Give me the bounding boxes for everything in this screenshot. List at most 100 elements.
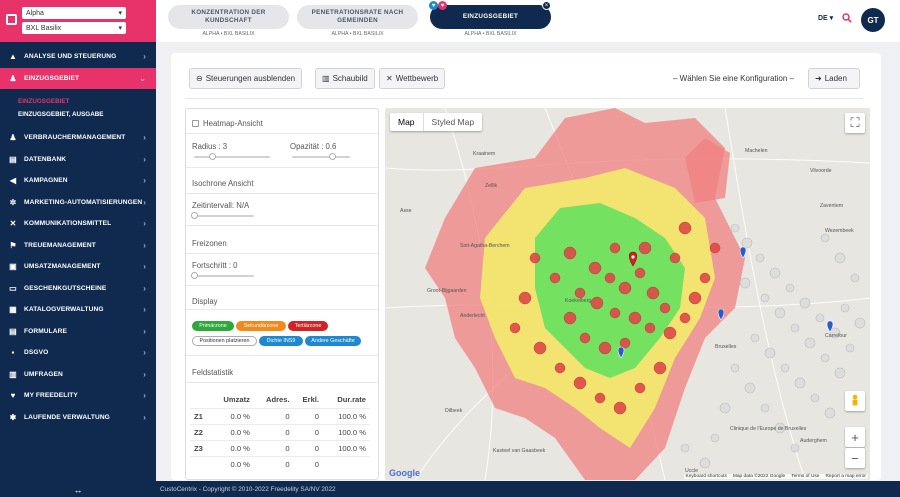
sidebar-item-kommunikation[interactable]: ✕ KOMMUNIKATIONSMITTEL › <box>0 213 156 235</box>
avatar[interactable]: GT <box>861 8 885 32</box>
opacity-slider-knob[interactable] <box>328 153 336 160</box>
table-cell: Z2 <box>190 423 210 440</box>
step-subtitle: ALPHA • BXL BASILIX <box>464 31 517 37</box>
stats-table: Umzatz Adres. Erkl. Dur.rate Z1 0.0 % 0 0 100.0… <box>190 392 370 472</box>
org-select[interactable]: Alpha ▾ <box>22 7 126 19</box>
place-positions-toggle[interactable]: Positionen platzieren <box>192 336 257 346</box>
language-select[interactable]: DE ▾ <box>818 15 834 22</box>
sidebar-subitem[interactable]: EINZUGSGEBIET, AUSGABE <box>18 111 104 118</box>
divider <box>186 382 378 383</box>
sidebar-item-umfragen[interactable]: ▥ UMFRAGEN › <box>0 364 156 386</box>
table-cell: 0 <box>253 455 294 472</box>
chevron-right-icon: › <box>143 326 146 336</box>
map-place-label: Zellik <box>485 183 498 189</box>
map-place-label: Auderghem <box>800 438 827 444</box>
sidebar-item-marketing[interactable]: ✲ MARKETING-AUTOMATISIERUNGEN › <box>0 192 156 214</box>
time-interval-slider[interactable] <box>191 212 254 219</box>
table-header-cell: Adres. <box>265 395 290 405</box>
org-select-value: Alpha <box>26 9 44 17</box>
freizonen-title: Freizonen <box>192 239 227 248</box>
minus-circle-icon: ⊖ <box>196 74 203 83</box>
primary-zone-toggle[interactable]: Primärzone <box>192 321 234 331</box>
step-penetration[interactable]: PENETRATIONSRATE NACH GEMEINDEN <box>297 5 418 29</box>
step-einzugsgebiet[interactable]: EINZUGSGEBIET <box>430 5 551 29</box>
sidebar-header: Alpha ▾ BXL Basilix ▾ <box>0 0 156 42</box>
opacity-slider[interactable] <box>292 153 350 160</box>
hide-controls-button[interactable]: ⊖ Steuerungen ausblenden <box>189 68 303 89</box>
load-button[interactable]: ➜ Laden <box>808 68 860 89</box>
table-cell: Z1 <box>190 407 210 424</box>
select-arrow-icon: ▾ <box>118 10 122 17</box>
map[interactable]: Vilvoorde Kraainem Anderlecht Uccle Bruxelle… <box>385 108 870 480</box>
chevron-right-icon: › <box>143 305 146 315</box>
radius-slider-knob[interactable] <box>209 153 217 160</box>
collapse-sidebar-icon[interactable]: ↔ <box>73 485 83 495</box>
sidebar-item-label: TREUEMANAGEMENT <box>24 241 96 249</box>
sidebar-item-formulare[interactable]: ▤ FORMULARE › <box>0 321 156 343</box>
zoom-in-button[interactable]: + <box>845 427 865 447</box>
sidebar-item-kampagnen[interactable]: ◀ KAMPAGNEN › <box>0 170 156 192</box>
heatmap-checkbox[interactable] <box>192 120 199 127</box>
chart-icon: ▥ <box>322 74 330 83</box>
button-label: Steuerungen ausblenden <box>205 74 296 83</box>
sidebar-item-katalog[interactable]: ▦ KATALOGVERWALTUNG › <box>0 299 156 321</box>
table-cell: 100.0 % <box>323 407 370 424</box>
map-data-credit: Map data ©2022 Google <box>732 474 786 479</box>
step-konzentration[interactable]: KONZENTRATION DER KUNDSCHAFT <box>168 5 289 29</box>
customer-dots-red <box>509 221 721 415</box>
close-step-icon[interactable]: × <box>542 1 551 10</box>
map-tab-styled[interactable]: Styled Map <box>422 113 483 131</box>
sidebar-item-laufende[interactable]: ✱ LAUFENDE VERWALTUNG › <box>0 407 156 429</box>
sidebar-item-umsatz[interactable]: ▣ UMSATZMANAGEMENT › <box>0 256 156 278</box>
chevron-right-icon: › <box>143 219 146 229</box>
report-error-link[interactable]: Report a map error <box>825 474 866 479</box>
chevron-right-icon: › <box>143 283 146 293</box>
config-select[interactable]: – Wählen Sie eine Konfiguration –⬍ <box>673 71 821 85</box>
competition-button[interactable]: ✕ Wettbewerb <box>379 68 446 89</box>
sidebar-item-einzugsgebiet[interactable]: ♟ EINZUGSGEBIET ⌄ <box>0 67 156 89</box>
store-select[interactable]: BXL Basilix ▾ <box>22 22 126 34</box>
time-interval-knob[interactable] <box>191 212 198 219</box>
sidebar-item-datenbank[interactable]: ▤ DATENBANK › <box>0 149 156 171</box>
sidebar-item-myfreedelity[interactable]: ♥ MY FREEDELITY › <box>0 385 156 407</box>
keyboard-shortcuts-link[interactable]: Keyboard shortcuts <box>685 474 727 479</box>
sidebar-item-label: GESCHENKGUTSCHEINE <box>24 284 107 292</box>
table-row: Z1 0.0 % 0 0 100.0 % <box>190 407 370 424</box>
chevron-right-icon: › <box>143 176 146 186</box>
secondary-zone-toggle[interactable]: Sekundärzone <box>236 321 286 331</box>
terms-link[interactable]: Terms of Use <box>791 474 820 479</box>
progress-slider[interactable] <box>191 272 254 279</box>
catchment-map-canvas[interactable] <box>385 108 870 480</box>
tertiary-zone-toggle[interactable]: Tertiärzone <box>288 321 328 331</box>
sidebar-item-label: KAMPAGNEN <box>24 177 68 185</box>
sidebar-item-treue[interactable]: ⚑ TREUEMANAGEMENT › <box>0 235 156 257</box>
sidebar-subitem[interactable]: EINZUGSGEBIET <box>18 98 70 105</box>
sidebar-item-label: MARKETING-AUTOMATISIERUNGEN <box>24 198 143 206</box>
time-interval-label: Zeitintervall: N/A <box>192 201 250 210</box>
table-row: Z2 0.0 % 0 0 100.0 % <box>190 423 370 440</box>
sidebar-item-dsgvo[interactable]: ▪ DSGVO › <box>0 342 156 364</box>
heart-badge-icon[interactable]: ♥ <box>438 1 447 10</box>
divider <box>186 133 378 134</box>
form-icon: ▤ <box>9 326 17 336</box>
progress-knob[interactable] <box>191 272 198 279</box>
info-badge-icon[interactable]: ♥ <box>429 1 438 10</box>
chart-button[interactable]: ▥ Schaubild <box>315 68 375 89</box>
sidebar-item-analyse[interactable]: ▲ ANALYSE UND STEUERUNG › <box>0 46 156 68</box>
sidebar-item-geschenk[interactable]: ▭ GESCHENKGUTSCHEINE › <box>0 278 156 300</box>
table-cell: 0 <box>293 423 324 440</box>
tertiary-zone-area-east <box>685 138 730 203</box>
sidebar-item-label: MY FREEDELITY <box>24 392 78 400</box>
fullscreen-icon[interactable]: ⛶ <box>845 113 865 133</box>
density-toggle[interactable]: Dichte INS9 <box>259 336 303 346</box>
radius-slider[interactable] <box>194 153 270 160</box>
search-icon[interactable] <box>842 13 852 26</box>
other-stores-toggle[interactable]: Andere Geschäfte <box>305 336 361 346</box>
map-tab-map[interactable]: Map <box>398 117 415 127</box>
store-select-value: BXL Basilix <box>26 24 62 32</box>
sidebar-item-verbraucher[interactable]: ♟ VERBRAUCHERMANAGEMENT › <box>0 127 156 149</box>
radius-label: Radius : 3 <box>192 142 228 151</box>
table-cell: 0.0 % <box>210 423 254 440</box>
pegman-icon[interactable] <box>845 391 865 411</box>
zoom-out-button[interactable]: − <box>845 448 865 468</box>
